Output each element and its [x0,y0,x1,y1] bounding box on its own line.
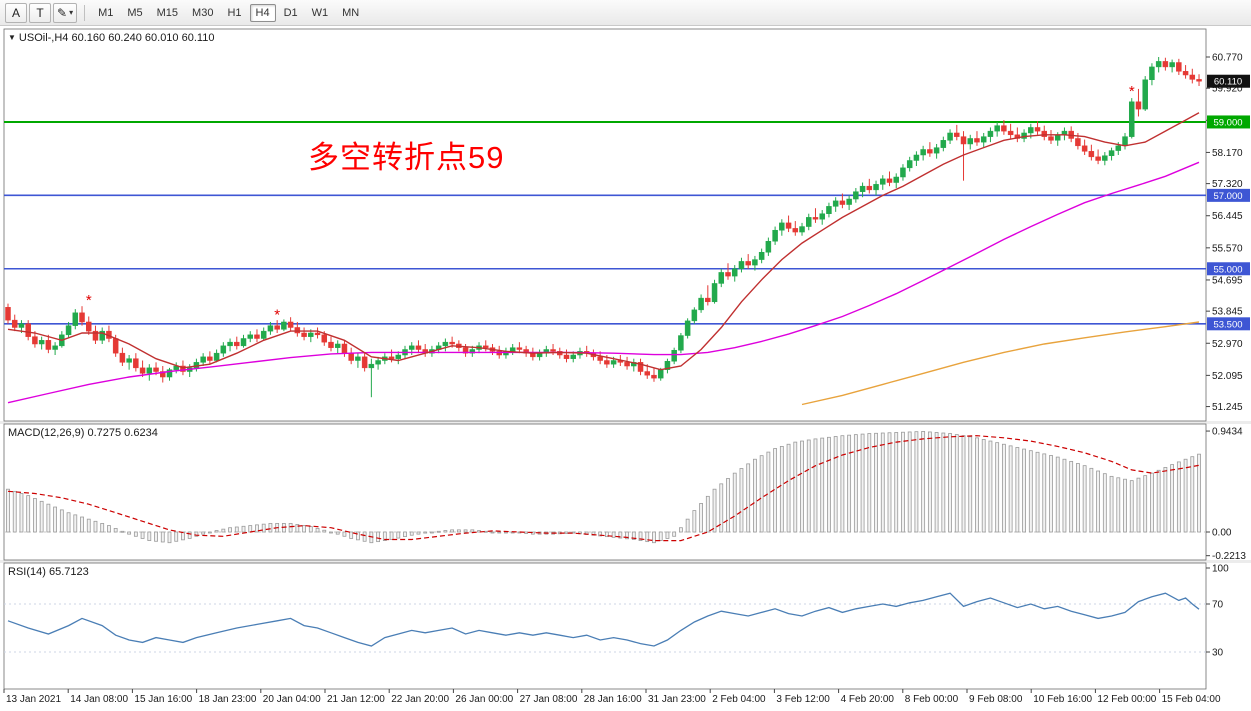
timeframe-w1-button[interactable]: W1 [306,4,335,22]
svg-text:54.695: 54.695 [1212,275,1243,286]
svg-text:58.170: 58.170 [1212,148,1243,159]
svg-text:*: * [274,307,280,324]
svg-text:60.110: 60.110 [1214,77,1242,88]
pane-splitters [0,421,1251,563]
rsi-value: 65.7123 [48,566,89,578]
svg-text:31 Jan 23:00: 31 Jan 23:00 [648,694,706,705]
rsi-pane [4,603,1206,653]
svg-text:59.000: 59.000 [1213,117,1242,128]
svg-text:9 Feb 08:00: 9 Feb 08:00 [969,694,1023,705]
arrow-tool-button[interactable]: A [5,2,27,23]
svg-text:20 Jan 04:00: 20 Jan 04:00 [263,694,321,705]
svg-text:56.445: 56.445 [1212,211,1243,222]
timeframe-mn-button[interactable]: MN [336,4,365,22]
macd-name: MACD(12,26,9) [8,427,85,439]
svg-text:10 Feb 16:00: 10 Feb 16:00 [1033,694,1092,705]
pane-borders [3,28,1207,690]
macd-indicator-label: MACD(12,26,9) 0.7275 0.6234 [8,427,158,439]
text-tool-button[interactable]: T [29,2,51,23]
pencil-icon: ✎ [57,5,68,20]
svg-text:2 Feb 04:00: 2 Feb 04:00 [712,694,766,705]
macd-signal-line [7,435,1200,542]
svg-text:12 Feb 00:00: 12 Feb 00:00 [1097,694,1156,705]
symbol-name: USOil-,H4 [18,32,69,44]
collapse-triangle-icon[interactable]: ▼ [8,33,16,42]
timeframe-m1-button[interactable]: M1 [92,4,119,22]
svg-text:22 Jan 20:00: 22 Jan 20:00 [391,694,449,705]
svg-text:59.920: 59.920 [1212,84,1243,95]
svg-text:53.845: 53.845 [1212,307,1243,318]
svg-text:100: 100 [1212,564,1229,575]
svg-text:57.320: 57.320 [1212,179,1243,190]
timeframe-m30-button[interactable]: M30 [186,4,219,22]
svg-text:18 Jan 23:00: 18 Jan 23:00 [199,694,257,705]
symbol-ohlc-header: ▼ USOil-,H4 60.160 60.240 60.010 60.110 [8,32,214,44]
horizontal-level-lines [4,120,1206,325]
macd-axis[interactable]: 0.9434 0.00 -0.2213 [1206,427,1246,563]
svg-text:14 Jan 08:00: 14 Jan 08:00 [70,694,128,705]
svg-text:26 Jan 00:00: 26 Jan 00:00 [455,694,513,705]
svg-text:57.000: 57.000 [1213,191,1242,202]
toolbar-separator [84,4,86,21]
timeframe-h1-button[interactable]: H1 [221,4,247,22]
price-badges: 59.000 57.000 55.000 53.500 60.110 [1207,74,1250,331]
svg-text:55.570: 55.570 [1212,243,1243,254]
macd-values: 0.7275 0.6234 [87,427,158,439]
draw-tool-button[interactable]: ✎ ▾ [53,2,78,23]
timeframe-m15-button[interactable]: M15 [151,4,184,22]
svg-text:8 Feb 00:00: 8 Feb 00:00 [905,694,959,705]
svg-text:13 Jan 2021: 13 Jan 2021 [6,694,61,705]
rsi-indicator-label: RSI(14) 65.7123 [8,566,89,578]
chart-annotation-text[interactable]: 多空转折点59 [308,140,505,175]
rsi-line [7,592,1200,647]
svg-text:51.245: 51.245 [1212,402,1243,413]
rsi-name: RSI(14) [8,566,46,578]
svg-text:15 Jan 16:00: 15 Jan 16:00 [134,694,192,705]
timeframe-h4-button[interactable]: H4 [249,3,276,22]
svg-text:30: 30 [1212,648,1224,659]
svg-text:55.000: 55.000 [1213,264,1242,275]
svg-text:21 Jan 12:00: 21 Jan 12:00 [327,694,385,705]
svg-text:60.770: 60.770 [1212,53,1243,64]
svg-text:0.00: 0.00 [1212,528,1232,539]
svg-text:53.500: 53.500 [1213,319,1242,330]
svg-text:15 Feb 04:00: 15 Feb 04:00 [1162,694,1221,705]
ma-red-line [7,112,1200,371]
ma-orange-line [801,321,1200,406]
timeframe-d1-button[interactable]: D1 [278,4,304,22]
price-axis[interactable]: 60.77059.92059.04558.17057.32056.44555.5… [1206,53,1243,414]
svg-text:0.9434: 0.9434 [1212,427,1243,438]
svg-text:*: * [1129,83,1135,100]
dropdown-caret-icon: ▾ [69,8,74,17]
svg-text:-0.2213: -0.2213 [1212,551,1246,562]
svg-text:4 Feb 20:00: 4 Feb 20:00 [841,694,895,705]
svg-text:27 Jan 08:00: 27 Jan 08:00 [520,694,578,705]
svg-text:52.095: 52.095 [1212,371,1243,382]
macd-pane [4,431,1206,544]
svg-text:52.970: 52.970 [1212,339,1243,350]
svg-text:70: 70 [1212,600,1224,611]
trade-markers: * * * [86,83,1135,324]
timeframe-m5-button[interactable]: M5 [121,4,148,22]
rsi-axis[interactable]: 100 70 30 [1206,564,1229,659]
ohlc-values: 60.160 60.240 60.010 60.110 [71,32,215,44]
ma-magenta-line [7,161,1200,404]
candles-layer [5,57,1202,398]
svg-text:28 Jan 16:00: 28 Jan 16:00 [584,694,642,705]
svg-text:3 Feb 12:00: 3 Feb 12:00 [776,694,830,705]
time-axis[interactable]: 13 Jan 2021 14 Jan 08:00 15 Jan 16:00 18 Ja… [3,689,1221,705]
svg-text:*: * [86,292,92,309]
toolbar: A T ✎ ▾ M1 M5 M15 M30 H1 H4 D1 W1 MN [0,0,1251,26]
